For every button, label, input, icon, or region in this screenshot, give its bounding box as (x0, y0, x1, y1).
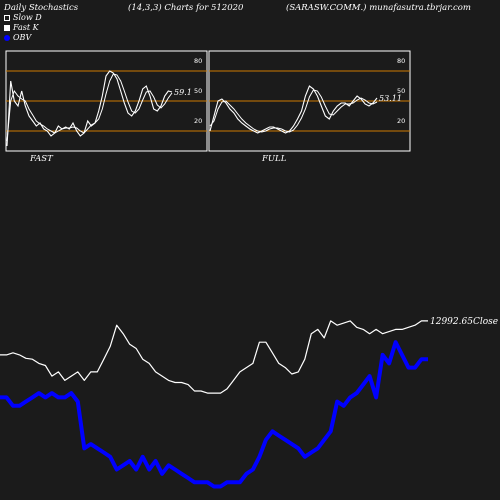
white-square-icon (4, 25, 10, 31)
legend-label-fast-k: Fast K (13, 23, 39, 32)
fast-series-fast-k (6, 70, 173, 147)
full-ytick-20: 20 (397, 117, 405, 125)
fast-ytick-80: 80 (194, 57, 202, 65)
fast-ytick-20: 20 (194, 117, 202, 125)
price-obv-panel: 12992.65Close (0, 317, 498, 489)
legend-label-obv: OBV (13, 33, 32, 42)
full-panel: 80 50 20 53.11 FULL (208, 50, 411, 164)
fast-series-slow-d (6, 73, 173, 142)
fast-caption: FAST (29, 154, 54, 164)
legend-item-slow-d: Slow D (4, 13, 42, 23)
blue-dot-icon (4, 35, 10, 41)
legend-label-slow-d: Slow D (13, 13, 42, 22)
full-series-fast-k (209, 85, 378, 134)
full-ytick-50: 50 (397, 87, 405, 95)
full-end-label: 53.11 (379, 94, 402, 103)
series-price (0, 320, 428, 394)
full-caption: FULL (261, 154, 287, 164)
chart-title-left: Daily Stochastics (4, 3, 79, 13)
close-label: 12992.65Close (430, 317, 498, 327)
legend-item-obv: OBV (4, 33, 42, 43)
full-series-slow-d (209, 89, 378, 133)
fast-end-label: 59.1 (174, 88, 192, 97)
outline-square-icon (4, 15, 10, 21)
legend: Slow D Fast K OBV (4, 13, 42, 43)
chart-title-center: (14,3,3) Charts for 512020 (128, 3, 244, 13)
chart-title-right: (SARASW.COMM.) munafasutra.tbrjar.com (286, 3, 471, 13)
fast-panel: 80 50 20 59.1 FAST (5, 50, 208, 164)
full-ytick-80: 80 (397, 57, 405, 65)
legend-item-fast-k: Fast K (4, 23, 42, 33)
series-obv (0, 340, 428, 489)
fast-ytick-50: 50 (194, 87, 202, 95)
